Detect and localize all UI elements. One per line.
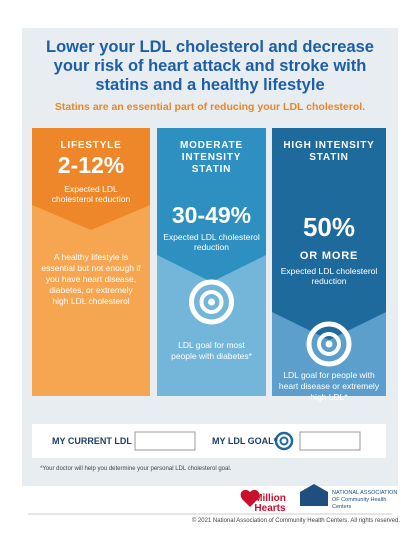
caption: Expected LDL cholesterol reduction xyxy=(280,266,378,286)
title: Lower your LDL cholesterol and decrease … xyxy=(46,38,374,94)
chevron xyxy=(32,128,150,230)
target-icon xyxy=(274,431,294,451)
reduction: 30-49% xyxy=(171,202,252,228)
chevron xyxy=(272,128,386,340)
column-heading: LIFESTYLE xyxy=(60,140,122,151)
body: A healthy lifestyle is essential but not… xyxy=(41,252,141,306)
subtitle: Statins are an essential part of reducin… xyxy=(54,101,366,113)
reduction: 50% xyxy=(302,212,356,242)
goal: LDL goal for people with heart disease o… xyxy=(278,370,380,402)
logo-text: NATIONAL ASSOCIATION OF Community Health… xyxy=(332,490,398,510)
reduction-note: OR MORE xyxy=(299,250,359,262)
input-box[interactable] xyxy=(299,431,361,451)
input-box[interactable] xyxy=(134,431,196,451)
nachc-logo xyxy=(300,484,328,506)
footnote: *Your doctor will help you determine you… xyxy=(40,466,232,472)
column-heading: MODERATE INTENSITY STATIN xyxy=(180,140,243,175)
column-heading: HIGH INTENSITY STATIN xyxy=(283,140,375,163)
reduction: 2-12% xyxy=(57,152,125,178)
goal: LDL goal for most people with diabetes* xyxy=(171,340,252,361)
logo-text: Million Hearts xyxy=(254,493,286,514)
form-label: MY CURRENT LDL xyxy=(52,436,132,446)
caption: Expected LDL cholesterol reduction xyxy=(51,184,131,204)
target-icon xyxy=(306,321,352,367)
copyright: © 2021 National Association of Community… xyxy=(191,518,400,524)
target-icon xyxy=(189,279,234,325)
chevron xyxy=(157,128,266,282)
caption: Expected LDL cholesterol reduction xyxy=(163,232,260,252)
heart-logo xyxy=(240,489,260,507)
form-label: MY LDL GOAL* xyxy=(212,436,278,446)
